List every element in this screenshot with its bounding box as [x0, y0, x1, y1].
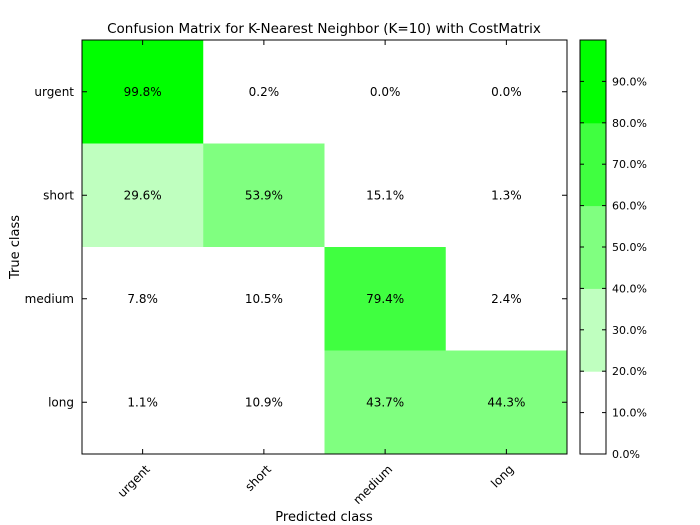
colorbar-tick-label: 20.0% — [612, 365, 647, 378]
cell-value-label: 2.4% — [491, 292, 522, 306]
colorbar-band — [580, 122, 606, 207]
cell-value-label: 15.1% — [366, 188, 404, 202]
cell-value-label: 10.5% — [245, 292, 283, 306]
y-tick-label: urgent — [34, 85, 74, 99]
heatmap-cell — [203, 143, 325, 248]
cell-value-label: 44.3% — [487, 395, 525, 409]
colorbar-band — [580, 40, 606, 124]
colorbar-tick-label: 90.0% — [612, 75, 647, 88]
heatmap-cell — [203, 40, 325, 144]
colorbar-band — [580, 205, 606, 289]
heatmap-cell — [324, 350, 447, 455]
heatmap-cells: 99.8% 0.2% 0.0% 0.0% 29.6% 53.9% 15.1% 1.3% 7.8%… — [82, 40, 568, 455]
heatmap-cell — [324, 247, 447, 351]
cell-value-label: 1.3% — [491, 188, 522, 202]
heatmap-cell — [203, 247, 325, 351]
heatmap-cell — [324, 40, 447, 144]
y-axis-title: True class — [8, 215, 23, 280]
heatmap-cell — [324, 143, 447, 248]
y-tick-label: short — [43, 188, 74, 202]
y-tick-label: long — [48, 395, 74, 409]
colorbar-tick-label: 60.0% — [612, 200, 647, 213]
x-tick-label: medium — [350, 462, 395, 507]
chart-title: Confusion Matrix for K-Nearest Neighbor … — [107, 21, 541, 37]
x-tick-label: short — [242, 462, 274, 494]
colorbar: 0.0% 10.0% 20.0% 30.0% 40.0% 50.0% 60.0% 70.0% 8… — [579, 39, 647, 461]
heatmap-cell — [82, 143, 204, 248]
colorbar-tick-label: 0.0% — [612, 448, 640, 461]
plot-frame — [81, 39, 568, 455]
colorbar-tick-label: 30.0% — [612, 324, 647, 337]
x-tick-label: long — [488, 462, 516, 490]
cell-value-label: 53.9% — [245, 188, 283, 202]
cell-value-label: 43.7% — [366, 395, 404, 409]
heatmap-cell — [203, 350, 325, 455]
cell-value-label: 29.6% — [124, 188, 162, 202]
colorbar-band — [580, 288, 606, 372]
colorbar-tick-label: 70.0% — [612, 158, 647, 171]
colorbar-tick-label: 10.0% — [612, 407, 647, 420]
heatmap-cell — [445, 247, 568, 351]
colorbar-tick-label: 80.0% — [612, 117, 647, 130]
cell-value-label: 7.8% — [127, 292, 158, 306]
x-tick-label: urgent — [115, 462, 153, 500]
colorbar-tick-label: 40.0% — [612, 282, 647, 295]
x-axis-title: Predicted class — [275, 510, 373, 525]
heatmap-cell — [445, 40, 568, 144]
cell-value-label: 79.4% — [366, 292, 404, 306]
colorbar-tick-label: 50.0% — [612, 241, 647, 254]
colorbar-band — [580, 371, 606, 455]
cell-value-label: 99.8% — [124, 85, 162, 99]
cell-value-label: 0.0% — [491, 85, 522, 99]
cell-value-label: 0.0% — [370, 85, 401, 99]
y-tick-label: medium — [25, 292, 74, 306]
cell-value-label: 1.1% — [127, 395, 158, 409]
heatmap-cell — [445, 143, 568, 248]
heatmap-cell — [82, 40, 204, 144]
cell-value-label: 10.9% — [245, 395, 283, 409]
cell-value-label: 0.2% — [249, 85, 280, 99]
heatmap-cell — [445, 350, 568, 455]
heatmap-cell — [82, 247, 204, 351]
heatmap-cell — [82, 350, 204, 455]
